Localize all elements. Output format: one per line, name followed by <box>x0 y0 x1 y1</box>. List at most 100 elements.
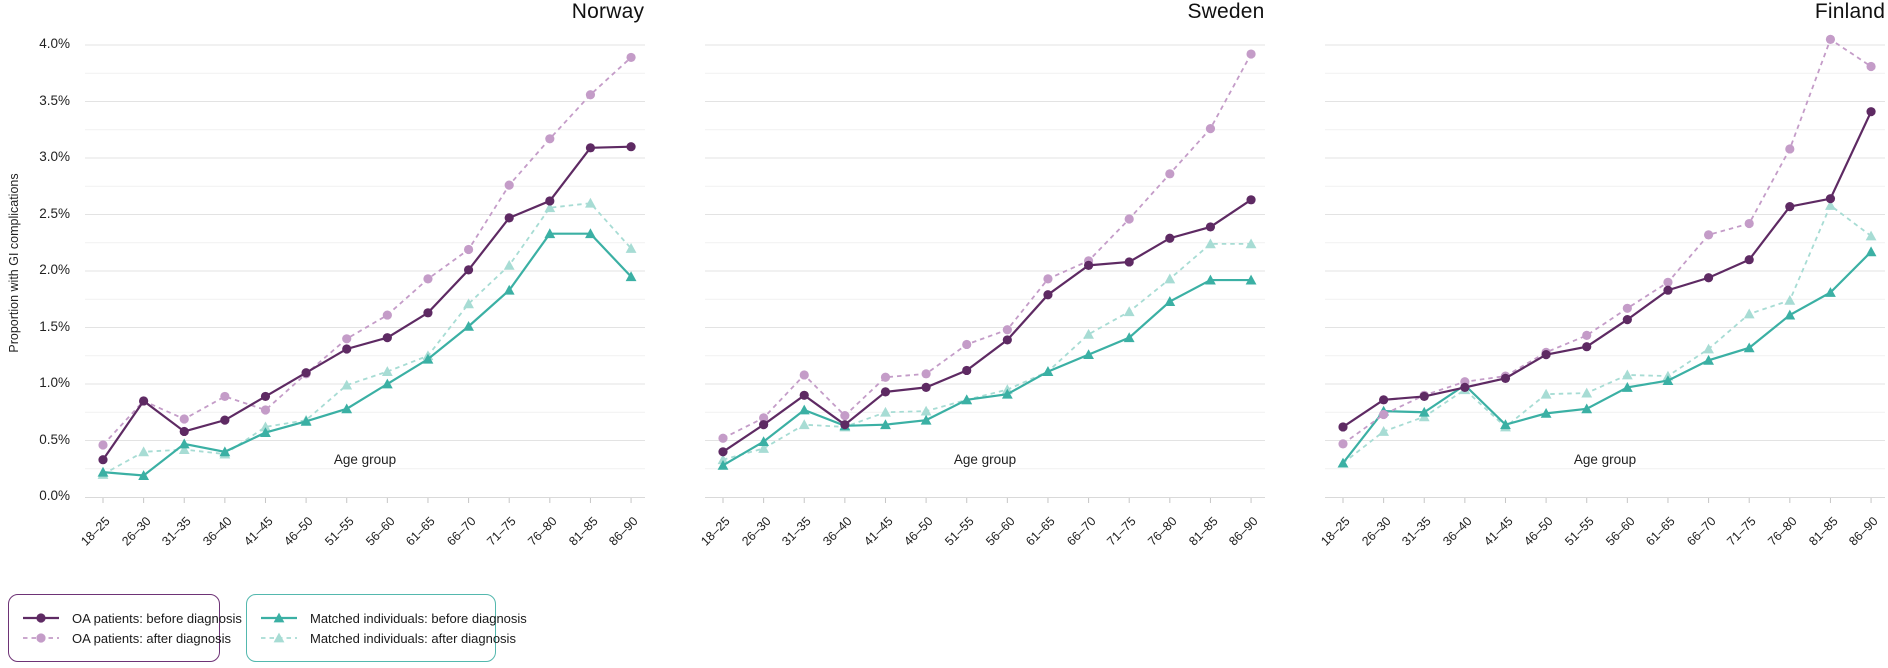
data-point-marker <box>1123 332 1135 343</box>
data-point-marker <box>1164 273 1176 284</box>
legend-item-oa-before: OA patients: before diagnosis <box>21 611 242 626</box>
data-point-marker <box>545 134 555 144</box>
data-point-marker <box>1043 274 1053 284</box>
data-point-marker <box>1001 388 1013 399</box>
data-point-marker <box>1164 296 1176 306</box>
data-point-marker <box>463 265 474 275</box>
data-point-marker <box>1582 342 1592 352</box>
data-point-marker <box>1205 238 1216 249</box>
series-line <box>722 53 1252 440</box>
data-point-marker <box>625 243 637 253</box>
y-tick-label: 3.5% <box>39 92 70 108</box>
legend-label: OA patients: after diagnosis <box>72 630 231 646</box>
data-point-marker <box>1245 274 1257 285</box>
legend-label: Matched individuals: before diagnosis <box>310 610 527 626</box>
y-tick-label: 2.0% <box>39 262 70 277</box>
data-point-marker <box>1419 391 1429 402</box>
data-point-marker <box>1703 273 1714 283</box>
norway-oa-after-series <box>98 52 636 450</box>
data-point-marker <box>503 259 515 270</box>
data-point-marker <box>880 419 891 430</box>
data-point-marker <box>179 426 189 437</box>
data-point-marker <box>585 197 596 208</box>
data-point-marker <box>342 344 352 354</box>
data-point-marker <box>585 228 596 239</box>
data-point-marker <box>273 632 285 643</box>
legend-oa-patients: OA patients: before diagnosis OA patient… <box>8 594 242 662</box>
data-point-marker <box>840 420 850 430</box>
data-point-marker <box>1785 144 1795 154</box>
data-point-marker <box>717 459 729 470</box>
data-point-marker <box>1002 335 1012 345</box>
data-point-marker <box>920 414 932 425</box>
data-point-marker <box>1083 328 1094 339</box>
data-point-marker <box>36 633 46 643</box>
data-point-marker <box>1123 306 1135 317</box>
data-point-marker <box>178 444 190 454</box>
data-point-marker <box>1825 34 1836 44</box>
data-point-marker <box>962 339 972 350</box>
series-line <box>102 56 632 446</box>
data-point-marker <box>260 405 271 415</box>
data-point-marker <box>799 390 809 400</box>
data-point-marker <box>1205 124 1216 134</box>
data-point-marker <box>1338 422 1348 432</box>
data-point-marker <box>422 353 434 364</box>
data-point-marker <box>1338 439 1348 449</box>
y-tick-label: 2.5% <box>39 205 70 221</box>
data-point-marker <box>1743 308 1755 319</box>
data-point-marker <box>382 333 392 343</box>
legend-label: OA patients: before diagnosis <box>72 610 242 626</box>
data-point-marker <box>798 419 810 430</box>
data-point-marker <box>1663 285 1673 295</box>
data-point-marker <box>1743 342 1755 353</box>
data-point-marker <box>1246 195 1256 205</box>
data-point-marker <box>544 202 556 213</box>
data-point-marker <box>382 310 392 320</box>
data-point-marker <box>138 470 150 480</box>
data-point-marker <box>759 413 769 423</box>
facet-gridlines-norway <box>85 44 645 503</box>
facet-gridlines-finland <box>1325 44 1885 503</box>
data-point-marker <box>1460 382 1470 392</box>
data-point-marker <box>1500 419 1511 430</box>
series-line <box>102 202 632 476</box>
legend-item-matched-before: Matched individuals: before diagnosis <box>259 611 527 626</box>
legend-item-matched-after: Matched individuals: after diagnosis <box>259 631 516 646</box>
data-point-marker <box>1379 395 1389 405</box>
data-point-marker <box>1866 61 1876 72</box>
matched-before-line-marker-icon <box>261 612 297 623</box>
legend-item-oa-after: OA patients: after diagnosis <box>21 631 231 646</box>
data-point-marker <box>341 403 353 414</box>
data-point-marker <box>139 396 149 406</box>
data-point-marker <box>1621 381 1633 392</box>
data-point-marker <box>544 228 556 239</box>
data-point-marker <box>1825 287 1836 297</box>
data-point-marker <box>1002 325 1012 335</box>
data-point-marker <box>880 406 891 417</box>
data-point-marker <box>341 379 353 390</box>
data-point-marker <box>1378 426 1390 436</box>
data-point-marker <box>1205 222 1216 232</box>
oa-after-line-marker-icon <box>23 633 59 643</box>
series-line <box>722 242 1252 461</box>
data-point-marker <box>178 438 190 449</box>
sweden-oa-before-series <box>718 195 1256 457</box>
data-point-marker <box>1825 200 1836 210</box>
data-point-marker <box>718 447 728 457</box>
data-point-marker <box>921 369 931 379</box>
legend-matched-individuals: Matched individuals: before diagnosis Ma… <box>246 594 527 662</box>
data-point-marker <box>273 612 285 623</box>
data-point-marker <box>1581 387 1593 398</box>
data-point-marker <box>1784 309 1796 320</box>
data-point-marker <box>758 436 770 447</box>
facet-title-finland: Finland <box>1814 0 1886 23</box>
data-point-marker <box>880 372 891 382</box>
y-tick-label: 0.0% <box>39 488 70 503</box>
data-point-marker <box>1662 375 1674 386</box>
data-point-marker <box>1622 303 1632 313</box>
series-line <box>722 278 1252 467</box>
data-point-marker <box>799 370 809 380</box>
